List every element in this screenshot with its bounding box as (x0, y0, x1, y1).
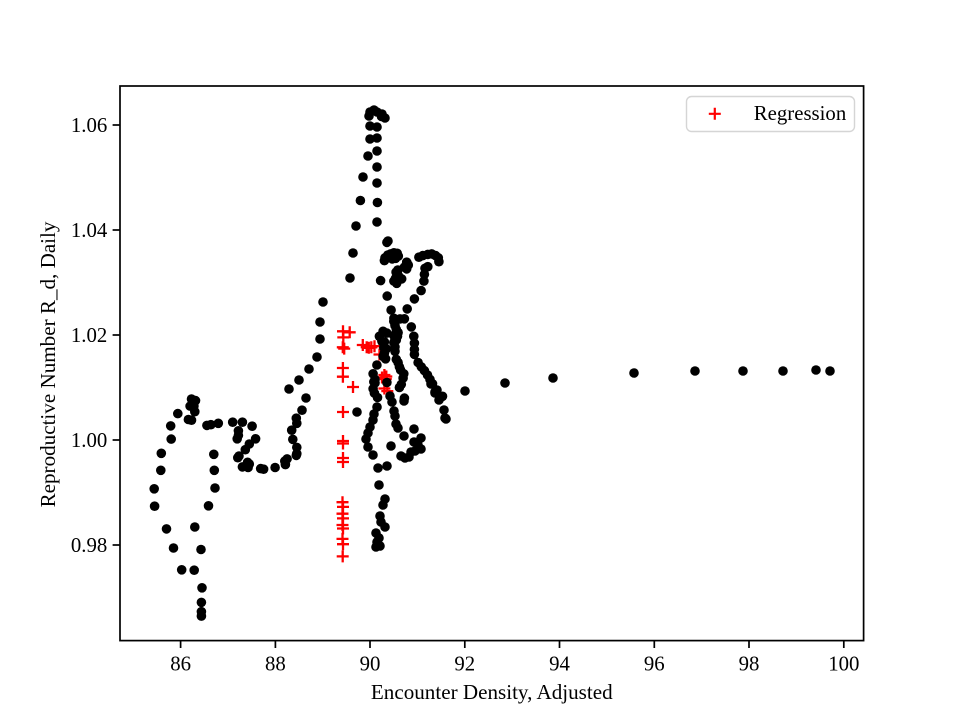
svg-text:Regression: Regression (754, 102, 847, 125)
svg-text:100: 100 (828, 653, 859, 676)
svg-text:0.98: 0.98 (71, 534, 107, 557)
svg-text:1.02: 1.02 (71, 324, 107, 347)
svg-text:1.04: 1.04 (71, 219, 108, 242)
svg-text:90: 90 (360, 653, 381, 676)
svg-text:88: 88 (265, 653, 286, 676)
svg-text:94: 94 (549, 653, 570, 676)
svg-text:98: 98 (739, 653, 760, 676)
svg-text:86: 86 (170, 653, 191, 676)
svg-text:Encounter Density, Adjusted: Encounter Density, Adjusted (371, 680, 613, 704)
svg-text:96: 96 (644, 653, 665, 676)
svg-text:92: 92 (454, 653, 475, 676)
svg-text:Reproductive Number R_d, Daily: Reproductive Number R_d, Daily (36, 221, 60, 507)
svg-text:1.00: 1.00 (71, 429, 107, 452)
svg-text:1.06: 1.06 (71, 114, 107, 137)
